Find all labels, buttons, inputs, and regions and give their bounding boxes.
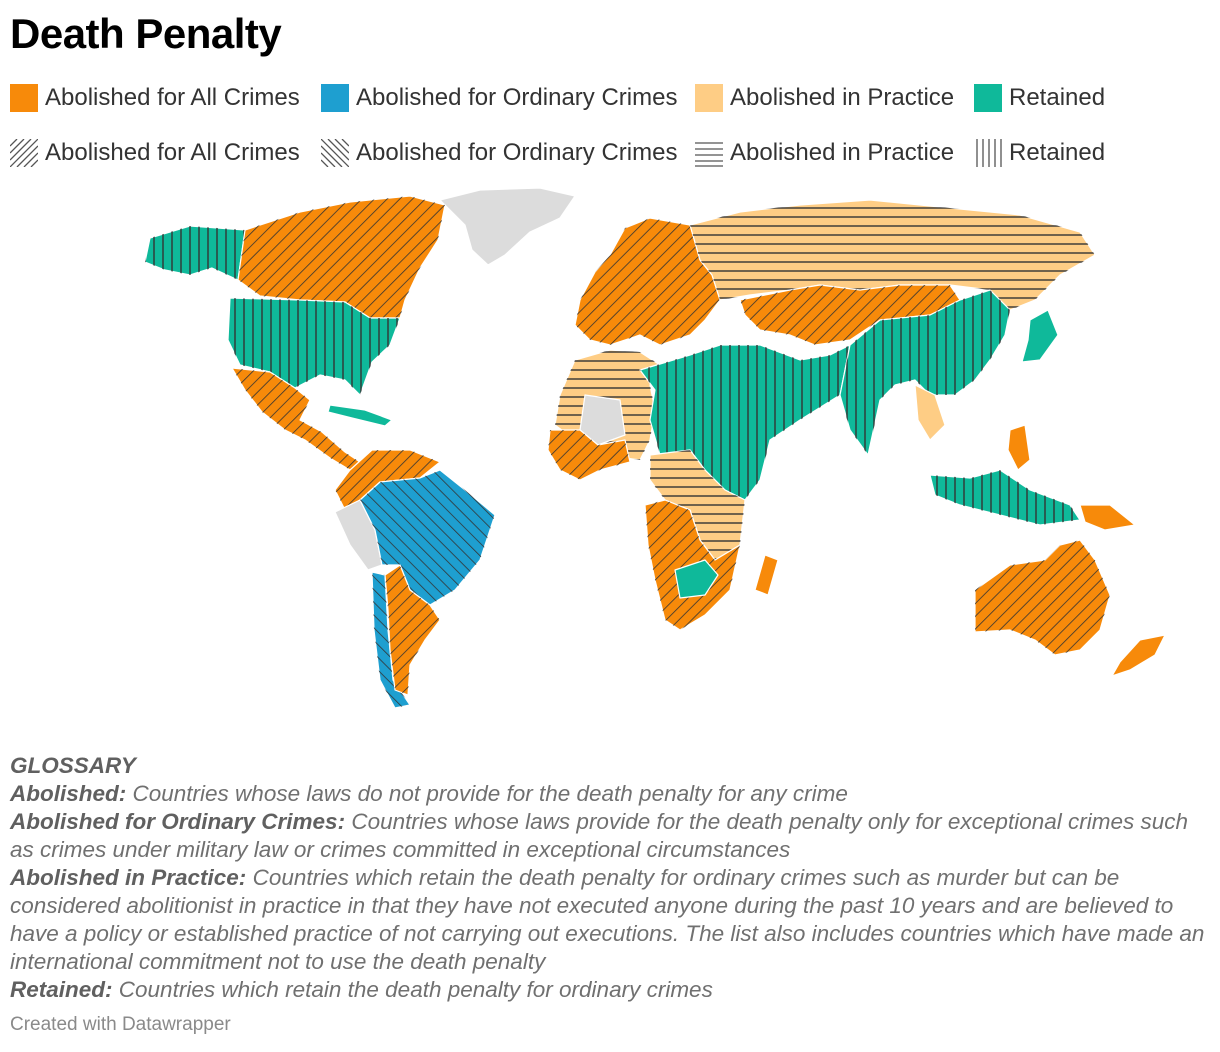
vertical-hatch-icon bbox=[976, 139, 1002, 167]
region-usa-pattern bbox=[228, 298, 400, 395]
region-philippines bbox=[1007, 424, 1031, 471]
color-legend: Abolished for All Crimes Abolished for O… bbox=[10, 83, 1210, 113]
back-diagonal-hatch-icon bbox=[321, 139, 349, 167]
glossary-term: Abolished for Ordinary Crimes: bbox=[10, 809, 346, 834]
legend-item-pattern-all: Abolished for All Crimes bbox=[10, 138, 300, 168]
glossary-definition: Countries which retain the death penalty… bbox=[118, 977, 713, 1002]
region-madagascar bbox=[754, 554, 779, 596]
legend-label: Abolished in Practice bbox=[730, 84, 955, 111]
region-canada-pattern bbox=[238, 196, 445, 318]
legend-item-pattern-ordinary: Abolished for Ordinary Crimes bbox=[321, 138, 677, 168]
glossary-heading: GLOSSARY bbox=[10, 753, 136, 778]
legend-item-abolished-ordinary: Abolished for Ordinary Crimes bbox=[321, 83, 677, 113]
region-mali bbox=[579, 394, 626, 446]
legend-label: Abolished for Ordinary Crimes bbox=[356, 84, 678, 111]
glossary-entry-abolished: Abolished: Countries whose laws do not p… bbox=[10, 780, 1210, 808]
region-central-asia-pattern bbox=[740, 285, 960, 345]
region-new-zealand bbox=[1111, 634, 1166, 677]
region-indonesia-pattern bbox=[930, 470, 1080, 525]
region-central-africa-pattern bbox=[650, 450, 745, 560]
glossary-definition: Countries whose laws do not provide for … bbox=[132, 781, 848, 806]
glossary: GLOSSARY Abolished: Countries whose laws… bbox=[10, 752, 1210, 1004]
glossary-definition: Countries whose laws provide for the dea… bbox=[10, 809, 1189, 862]
glossary-term: Abolished: bbox=[10, 781, 127, 806]
legend-swatch-retained bbox=[974, 84, 1002, 112]
glossary-definition: Countries which retain the death penalty… bbox=[10, 865, 1205, 974]
region-greenland bbox=[439, 187, 576, 266]
region-west-africa-pattern bbox=[548, 430, 630, 480]
world-map bbox=[144, 187, 1166, 709]
region-argentina-pattern bbox=[385, 565, 440, 695]
glossary-entry-ordinary: Abolished for Ordinary Crimes: Countries… bbox=[10, 808, 1210, 864]
credit-line: Created with Datawrapper bbox=[10, 1014, 231, 1035]
region-middle-east-pattern bbox=[640, 345, 850, 500]
region-north-sa-pattern bbox=[335, 450, 440, 510]
region-caribbean bbox=[327, 404, 393, 427]
legend-item-pattern-retained: Retained bbox=[974, 138, 1105, 168]
legend-label: Abolished for All Crimes bbox=[45, 84, 300, 111]
legend-swatch-abolished-ordinary bbox=[321, 84, 349, 112]
region-australia-pattern bbox=[975, 540, 1110, 655]
glossary-entry-practice: Abolished in Practice: Countries which r… bbox=[10, 864, 1210, 976]
legend-label: Abolished for Ordinary Crimes bbox=[356, 139, 678, 166]
horizontal-hatch-icon bbox=[695, 142, 723, 167]
legend-item-abolished-all: Abolished for All Crimes bbox=[10, 83, 300, 113]
legend-item-retained: Retained bbox=[974, 83, 1105, 113]
legend-item-abolished-practice: Abolished in Practice bbox=[695, 83, 954, 113]
region-japan bbox=[1021, 309, 1059, 363]
chart-title: Death Penalty bbox=[10, 10, 282, 57]
legend-swatch-abolished-all bbox=[10, 84, 38, 112]
glossary-entry-retained: Retained: Countries which retain the dea… bbox=[10, 976, 1210, 1004]
legend-swatch-abolished-practice bbox=[695, 84, 723, 112]
region-zimbabwe-botswana bbox=[674, 559, 719, 599]
glossary-term: Retained: bbox=[10, 977, 113, 1002]
legend-item-pattern-practice: Abolished in Practice bbox=[695, 138, 954, 168]
region-chile-pattern bbox=[372, 572, 410, 708]
region-mexico-pattern bbox=[232, 368, 360, 470]
region-europe-pattern bbox=[575, 218, 720, 345]
region-papua bbox=[1079, 504, 1136, 531]
legend-label: Abolished for All Crimes bbox=[45, 139, 300, 166]
legend-label: Abolished in Practice bbox=[730, 139, 955, 166]
region-russia-pattern bbox=[690, 200, 1095, 310]
region-china-pattern bbox=[840, 290, 1010, 455]
glossary-term: Abolished in Practice: bbox=[10, 865, 247, 890]
legend-label: Retained bbox=[1009, 139, 1106, 166]
pattern-legend: Abolished for All Crimes Abolished for O… bbox=[10, 138, 1210, 168]
region-alaska-pattern bbox=[145, 226, 245, 280]
legend-label: Retained bbox=[1009, 84, 1106, 111]
diagonal-hatch-icon bbox=[10, 139, 38, 167]
region-brazil-pattern bbox=[360, 470, 495, 605]
region-southeast-asia-practice bbox=[914, 384, 946, 441]
